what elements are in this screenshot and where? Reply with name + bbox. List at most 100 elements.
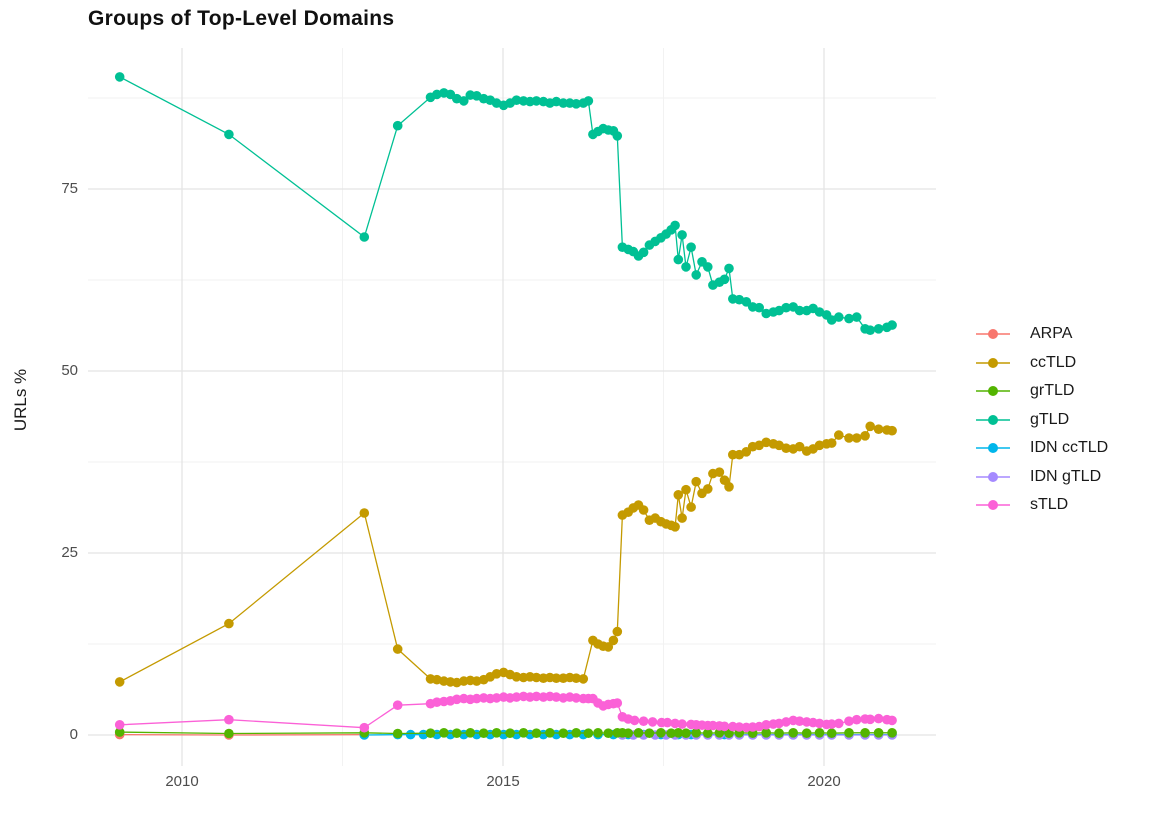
legend-key-icon xyxy=(976,443,1010,453)
data-point xyxy=(844,728,854,738)
data-point xyxy=(531,672,542,683)
x-tick-label: 2010 xyxy=(165,773,199,790)
data-point xyxy=(224,618,234,629)
series-cctld xyxy=(114,421,897,688)
data-point xyxy=(114,720,125,730)
data-point xyxy=(691,728,701,738)
data-point xyxy=(511,95,522,105)
data-point xyxy=(603,642,614,652)
data-point xyxy=(623,728,633,738)
data-point xyxy=(432,697,442,707)
data-point xyxy=(531,96,542,106)
y-tick-label: 75 xyxy=(61,180,78,197)
data-point xyxy=(459,96,469,106)
data-point xyxy=(673,490,684,500)
data-point xyxy=(686,242,696,252)
x-tick-label: 2020 xyxy=(807,773,841,790)
data-point xyxy=(741,297,752,307)
legend-label: IDN ccTLD xyxy=(1030,439,1109,456)
chart-title: Groups of Top-Level Domains xyxy=(88,7,395,30)
data-point xyxy=(844,313,854,324)
y-tick-label: 0 xyxy=(69,726,78,743)
data-point xyxy=(719,721,730,732)
data-point xyxy=(359,508,370,518)
data-point xyxy=(887,715,897,726)
data-point xyxy=(452,728,462,738)
data-point xyxy=(551,673,562,683)
legend-item-arpa: ARPA xyxy=(976,323,1072,345)
data-point xyxy=(603,728,614,738)
data-point xyxy=(673,728,684,738)
data-point xyxy=(686,502,696,512)
data-point xyxy=(633,728,644,738)
data-point xyxy=(677,719,687,729)
legend-key-icon xyxy=(976,329,1010,339)
legend-key-dot xyxy=(988,500,998,510)
data-point xyxy=(452,694,462,705)
data-point xyxy=(583,728,594,738)
data-point xyxy=(781,443,791,454)
data-point xyxy=(826,438,837,448)
data-point xyxy=(638,505,649,515)
data-point xyxy=(681,262,691,272)
data-point xyxy=(612,626,623,637)
legend-label: gTLD xyxy=(1030,410,1070,428)
data-point xyxy=(224,129,234,140)
data-point xyxy=(865,325,875,336)
data-point xyxy=(531,728,542,738)
data-point xyxy=(114,727,125,737)
series-line xyxy=(119,76,893,331)
data-point xyxy=(551,692,562,702)
data-point xyxy=(851,433,862,443)
data-point xyxy=(359,232,370,242)
data-point xyxy=(703,728,713,738)
data-point xyxy=(670,718,680,729)
data-point xyxy=(224,728,234,739)
legend-label: ARPA xyxy=(1030,325,1073,342)
data-point xyxy=(647,717,658,727)
data-point xyxy=(844,716,854,726)
data-point xyxy=(794,716,805,726)
data-point xyxy=(662,717,673,728)
data-point xyxy=(478,728,489,738)
legend-label: ccTLD xyxy=(1030,353,1077,371)
data-point xyxy=(834,718,844,729)
data-point xyxy=(794,441,805,452)
data-point xyxy=(593,728,603,738)
legend-label: sTLD xyxy=(1030,496,1069,513)
data-point xyxy=(691,270,701,280)
data-point xyxy=(571,728,581,738)
data-point xyxy=(860,728,870,738)
data-point xyxy=(873,324,884,334)
data-point xyxy=(392,700,403,710)
data-point xyxy=(666,728,676,738)
data-point xyxy=(887,728,897,738)
data-point xyxy=(703,484,713,494)
data-point xyxy=(873,424,884,435)
data-point xyxy=(612,131,623,141)
data-point xyxy=(405,729,416,740)
data-point xyxy=(865,714,875,725)
data-point xyxy=(505,728,515,738)
data-point xyxy=(860,431,870,441)
legend-key-icon xyxy=(976,414,1010,425)
legend-key-dot xyxy=(988,329,998,339)
legend-item-stld: sTLD xyxy=(976,494,1068,516)
data-point xyxy=(638,247,649,258)
series-arpa xyxy=(114,729,370,740)
data-point xyxy=(491,728,502,738)
legend-item-gtld: gTLD xyxy=(976,409,1069,431)
data-point xyxy=(612,698,623,708)
legend-key-dot xyxy=(988,414,998,425)
series-grtld xyxy=(114,727,897,739)
data-point xyxy=(392,644,403,654)
data-point xyxy=(851,714,862,725)
data-point xyxy=(714,467,725,478)
data-point xyxy=(834,430,844,440)
data-point xyxy=(865,421,875,432)
data-point xyxy=(734,722,745,732)
data-point xyxy=(673,254,684,265)
data-point xyxy=(465,728,476,738)
data-point xyxy=(608,635,619,646)
